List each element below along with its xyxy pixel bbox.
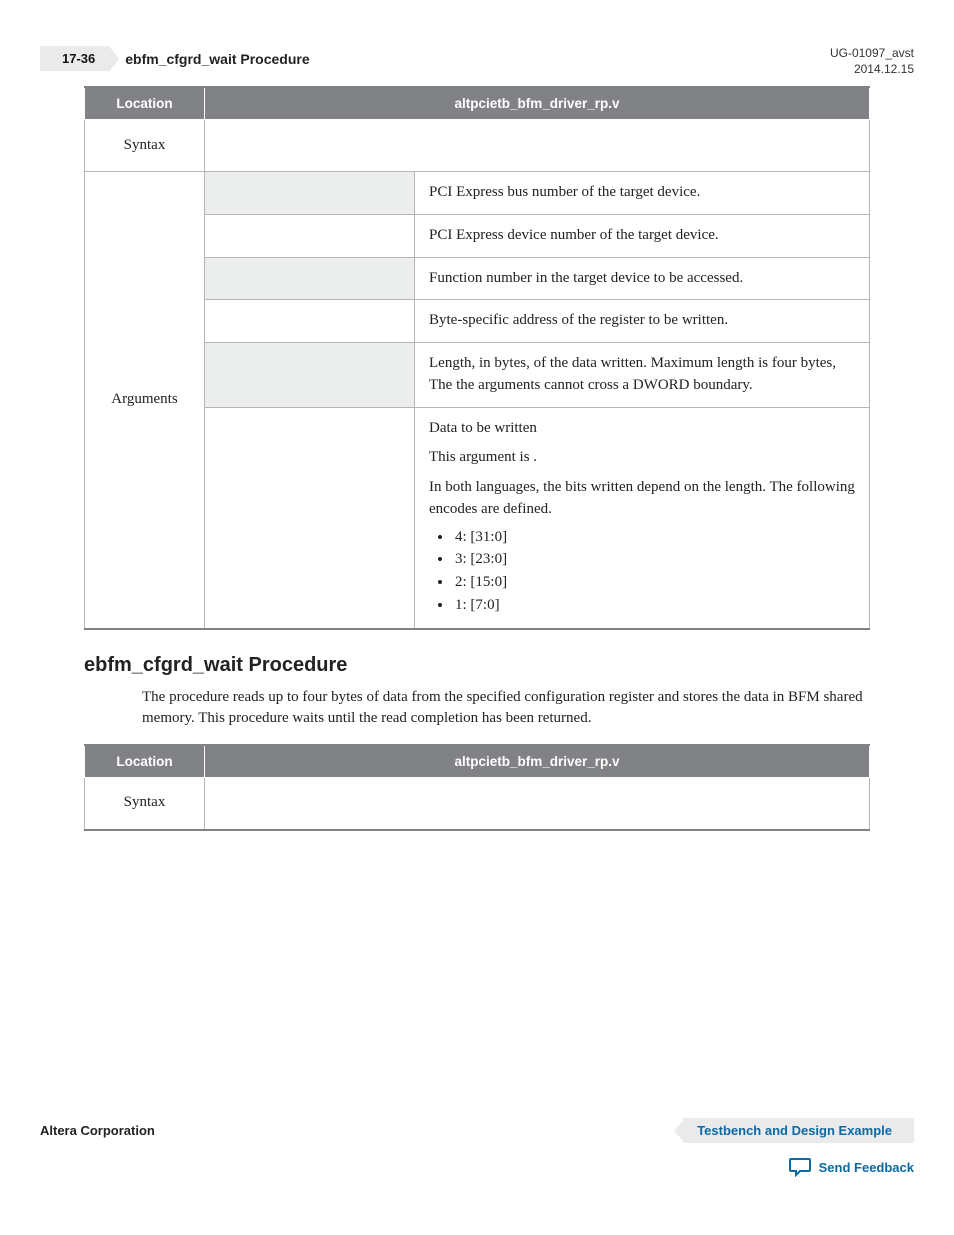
table2-col-file: altpcietb_bfm_driver_rp.v (205, 745, 870, 778)
arg2-name (205, 257, 415, 300)
arg2-desc: Function number in the target device to … (415, 257, 870, 300)
table1-arguments-label: Arguments (85, 172, 205, 629)
table1-col-location: Location (85, 87, 205, 120)
arg5-desc: Data to be written This argument is . In… (415, 407, 870, 629)
section-title: ebfm_cfgrd_wait Procedure (84, 654, 870, 677)
arg3-desc: Byte-specific address of the register to… (415, 300, 870, 343)
footer-chapter-link[interactable]: Testbench and Design Example (683, 1118, 914, 1143)
feedback-label: Send Feedback (819, 1160, 914, 1175)
arg0-desc: PCI Express bus number of the target dev… (415, 172, 870, 215)
arg5-bullet-1: 3: [23:0] (453, 549, 855, 571)
table1-syntax-label: Syntax (85, 120, 205, 172)
table2-syntax-label: Syntax (85, 778, 205, 830)
procedure-table-1: Location altpcietb_bfm_driver_rp.v Synta… (84, 86, 870, 630)
para-post: procedure reads up to four bytes of data… (142, 689, 863, 727)
page-header: 17-36 ebfm_cfgrd_wait Procedure UG-01097… (40, 46, 914, 77)
send-feedback-link[interactable]: Send Feedback (40, 1157, 914, 1177)
page-footer: Altera Corporation Testbench and Design … (40, 1118, 914, 1177)
arg1-name (205, 214, 415, 257)
table1-syntax-value (205, 120, 870, 172)
footer-bar: Altera Corporation Testbench and Design … (40, 1118, 914, 1143)
arg0-name (205, 172, 415, 215)
arg1-desc: PCI Express device number of the target … (415, 214, 870, 257)
arg5-line2-post: . (533, 449, 537, 465)
arg4-desc: Length, in bytes, of the data written. M… (415, 343, 870, 408)
arg5-bullets: 4: [31:0] 3: [23:0] 2: [15:0] 1: [7:0] (453, 527, 855, 617)
arg5-line2-pre: This argument is (429, 449, 533, 465)
doc-date: 2014.12.15 (830, 62, 914, 78)
doc-id: UG-01097_avst (830, 46, 914, 62)
arg5-line1: Data to be written (429, 418, 855, 440)
table2-col-location: Location (85, 745, 205, 778)
section-paragraph: The procedure reads up to four bytes of … (142, 687, 870, 731)
footer-right-wrap: Testbench and Design Example (674, 1118, 914, 1143)
header-title: ebfm_cfgrd_wait Procedure (125, 51, 309, 67)
page-number-tab: 17-36 (40, 46, 109, 71)
arg4-post: arguments cannot cross a DWORD boundary. (478, 377, 753, 393)
footer-company: Altera Corporation (40, 1123, 155, 1138)
arg5-bullet-3: 1: [7:0] (453, 595, 855, 617)
header-docinfo: UG-01097_avst 2014.12.15 (830, 46, 914, 77)
arg5-line3: In both languages, the bits written depe… (429, 477, 855, 521)
arg5-line2: This argument is . (429, 447, 855, 469)
arg5-bullet-0: 4: [31:0] (453, 527, 855, 549)
arg5-bullet-2: 2: [15:0] (453, 572, 855, 594)
header-left: 17-36 ebfm_cfgrd_wait Procedure (40, 46, 310, 71)
table1-col-file: altpcietb_bfm_driver_rp.v (205, 87, 870, 120)
table2-syntax-value (205, 778, 870, 830)
arg3-name (205, 300, 415, 343)
arg5-name (205, 407, 415, 629)
para-pre: The (142, 689, 169, 705)
page-content: Location altpcietb_bfm_driver_rp.v Synta… (84, 86, 870, 831)
procedure-table-2: Location altpcietb_bfm_driver_rp.v Synta… (84, 744, 870, 831)
feedback-icon (789, 1157, 811, 1177)
arg4-midtext: the (456, 377, 478, 393)
arg4-name (205, 343, 415, 408)
